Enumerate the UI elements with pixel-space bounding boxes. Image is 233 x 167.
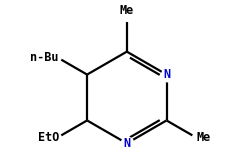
Text: N: N (163, 68, 170, 81)
Text: EtO: EtO (38, 131, 59, 144)
Text: Me: Me (197, 131, 211, 144)
Text: Me: Me (120, 4, 134, 17)
Text: n-Bu: n-Bu (31, 51, 59, 64)
Text: N: N (123, 137, 130, 150)
